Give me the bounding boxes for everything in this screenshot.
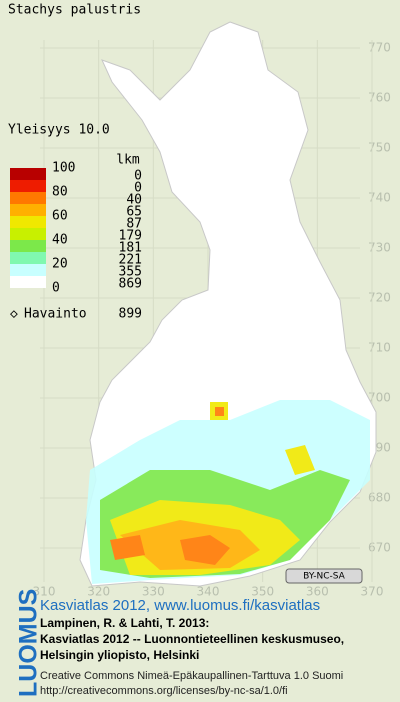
x-tick-label: 360 bbox=[306, 585, 329, 599]
legend-count: 181 bbox=[119, 241, 142, 256]
legend-swatch bbox=[10, 216, 46, 228]
luomus-logo: LUOMUS bbox=[15, 589, 43, 697]
x-tick-label: 370 bbox=[361, 585, 384, 599]
count-header: lkm bbox=[116, 153, 140, 168]
legend-scale-label: 60 bbox=[52, 209, 68, 224]
x-tick-label: 340 bbox=[197, 585, 220, 599]
license-url: http://creativecommons.org/licenses/by-n… bbox=[40, 685, 288, 697]
frequency: Yleisyys 10.0 bbox=[8, 123, 110, 138]
footer-link[interactable]: Kasviatlas 2012, www.luomus.fi/kasviatla… bbox=[40, 597, 320, 614]
y-tick-label: 720 bbox=[368, 291, 391, 305]
legend-swatch bbox=[10, 228, 46, 240]
legend-count: 40 bbox=[126, 193, 142, 208]
legend-swatch bbox=[10, 276, 46, 288]
license-badge-text: BY-NC-SA bbox=[303, 572, 346, 582]
footer: Lampinen, R. & Lahti, T. 2013: Kasviatlas… bbox=[40, 616, 344, 697]
legend-swatch bbox=[10, 180, 46, 192]
distribution-cells bbox=[86, 400, 370, 584]
legend-swatch bbox=[10, 240, 46, 252]
legend-swatch bbox=[10, 252, 46, 264]
legend-count: 221 bbox=[119, 253, 142, 268]
x-tick-label: 320 bbox=[87, 585, 110, 599]
x-tick-label: 310 bbox=[33, 585, 56, 599]
legend-swatch bbox=[10, 204, 46, 216]
legend-count: 179 bbox=[119, 229, 142, 244]
legend-scale-label: 80 bbox=[52, 185, 68, 200]
y-tick-label: 670 bbox=[368, 541, 391, 555]
legend-count: 0 bbox=[134, 181, 142, 196]
citation-line: Helsingin yliopisto, Helsinki bbox=[40, 648, 199, 662]
y-tick-label: 730 bbox=[368, 241, 391, 255]
legend-count: 0 bbox=[134, 169, 142, 184]
legend-count: 869 bbox=[119, 277, 142, 292]
legend-scale-label: 20 bbox=[52, 257, 68, 272]
citation-line: Kasviatlas 2012 -- Luonnontieteellinen k… bbox=[40, 632, 344, 646]
legend-swatch bbox=[10, 192, 46, 204]
legend-scale-label: 0 bbox=[52, 281, 60, 296]
y-tick-label: 700 bbox=[368, 391, 391, 405]
observation-count: 899 bbox=[119, 307, 142, 322]
x-tick-label: 350 bbox=[251, 585, 274, 599]
license-text: Creative Commons Nimeä-Epäkaupallinen-Ta… bbox=[40, 670, 343, 682]
y-tick-label: 770 bbox=[368, 41, 391, 55]
y-tick-label: 680 bbox=[368, 491, 391, 505]
legend-scale-label: 100 bbox=[52, 161, 75, 176]
y-tick-label: 760 bbox=[368, 91, 391, 105]
observation-symbol: ◇ bbox=[10, 307, 18, 322]
legend-swatch bbox=[10, 168, 46, 180]
y-tick-label: 710 bbox=[368, 341, 391, 355]
y-tick-label: 750 bbox=[368, 141, 391, 155]
citation-line: Lampinen, R. & Lahti, T. 2013: bbox=[40, 616, 209, 630]
legend-count: 355 bbox=[119, 265, 142, 280]
legend-count: 87 bbox=[126, 217, 142, 232]
legend-count: 65 bbox=[126, 205, 142, 220]
species-title: Stachys palustris bbox=[8, 3, 141, 18]
x-tick-label: 330 bbox=[142, 585, 165, 599]
legend-swatch bbox=[10, 264, 46, 276]
y-tick-label: 740 bbox=[368, 191, 391, 205]
observation-label: Havainto bbox=[24, 307, 87, 322]
license-badge bbox=[285, 568, 363, 584]
legend-scale-label: 40 bbox=[52, 233, 68, 248]
